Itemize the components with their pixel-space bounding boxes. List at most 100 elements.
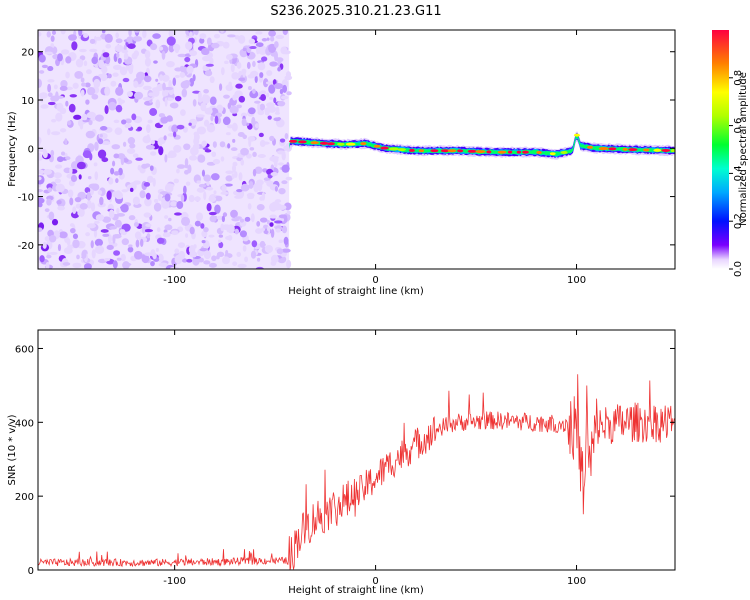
noise-blob	[140, 238, 144, 248]
signal-hotspot	[373, 144, 381, 148]
noise-blob	[222, 41, 230, 49]
noise-blob	[132, 153, 139, 158]
noise-blob	[270, 171, 278, 177]
noise-blob	[229, 105, 239, 114]
noise-blob	[38, 227, 43, 232]
noise-blob	[234, 195, 243, 199]
noise-blob	[46, 183, 54, 190]
noise-blob	[209, 76, 215, 84]
noise-blob	[113, 250, 121, 256]
noise-blob	[49, 235, 57, 243]
noise-blob	[247, 107, 256, 115]
noise-blob	[266, 92, 270, 98]
noise-blob	[232, 261, 238, 266]
noise-blob	[135, 157, 143, 161]
noise-blob	[159, 191, 169, 195]
noise-blob	[94, 141, 99, 151]
snr-frame	[37, 329, 676, 571]
noise-blob	[201, 239, 206, 244]
signal-hotspot	[467, 149, 477, 153]
noise-blob	[211, 255, 217, 262]
noise-blob	[258, 62, 265, 70]
noise-blob	[70, 174, 78, 183]
noise-blob	[286, 259, 292, 269]
noise-blob	[144, 50, 151, 59]
noise-blob	[145, 144, 155, 150]
noise-blob	[189, 77, 195, 87]
noise-blob	[116, 257, 122, 261]
noise-blob	[131, 113, 137, 121]
noise-blob	[282, 84, 288, 93]
noise-blob	[242, 69, 246, 78]
signal-hotspot	[486, 150, 492, 154]
noise-blob	[141, 224, 146, 234]
noise-blob	[103, 257, 111, 262]
noise-blob	[162, 88, 169, 98]
noise-blob	[187, 164, 192, 174]
noise-blob	[270, 254, 279, 263]
noise-blob	[107, 234, 113, 244]
noise-blob	[63, 247, 73, 255]
noise-blob	[127, 246, 134, 253]
noise-blob	[59, 128, 67, 133]
noise-blob	[44, 208, 50, 213]
noise-blob	[268, 30, 277, 37]
signal-hotspot	[560, 150, 568, 154]
noise-blob	[258, 132, 264, 138]
noise-blob	[57, 53, 63, 62]
noise-blob	[106, 190, 112, 200]
noise-blob	[81, 113, 88, 121]
noise-blob	[143, 86, 150, 91]
noise-blob	[65, 71, 70, 79]
noise-blob	[86, 200, 92, 209]
noise-blob	[112, 64, 122, 70]
noise-blob	[203, 191, 207, 201]
noise-blob	[273, 117, 281, 122]
noise-blob	[281, 180, 288, 185]
noise-blob	[117, 57, 122, 64]
noise-blob	[254, 123, 260, 129]
noise-blob	[254, 100, 261, 104]
noise-blob	[265, 81, 274, 85]
noise-blob	[220, 191, 229, 195]
noise-blob	[225, 132, 231, 136]
noise-blob	[152, 177, 156, 187]
noise-blob	[204, 70, 213, 77]
noise-blob	[220, 30, 225, 33]
noise-blob	[171, 124, 179, 134]
noise-blob	[78, 174, 82, 180]
noise-blob	[225, 170, 234, 175]
noise-blob	[221, 184, 227, 193]
noise-blob	[180, 194, 185, 203]
noise-blob	[164, 224, 173, 231]
noise-blob	[248, 181, 254, 189]
top-xtick-label: 0	[372, 275, 378, 286]
colorbar-tick-label: 0.4	[733, 165, 744, 181]
noise-blob	[238, 172, 243, 181]
noise-blob	[270, 156, 280, 160]
noise-blob	[173, 178, 180, 184]
noise-blob	[240, 112, 248, 118]
noise-blob	[41, 64, 48, 69]
noise-blob	[276, 248, 284, 255]
noise-blob	[153, 60, 158, 64]
noise-blob	[278, 239, 284, 244]
noise-blob	[51, 218, 59, 226]
noise-blob	[266, 220, 270, 225]
noise-blob	[225, 84, 233, 92]
noise-blob	[164, 86, 174, 91]
noise-blob	[71, 41, 78, 51]
noise-blob	[61, 151, 66, 156]
noise-blob	[268, 84, 276, 94]
noise-blob	[252, 88, 256, 94]
noise-blob	[55, 112, 63, 122]
noise-blob	[161, 50, 166, 60]
noise-blob	[281, 225, 288, 234]
noise-blob	[110, 80, 117, 87]
signal-hotspot	[447, 149, 457, 153]
noise-blob	[220, 67, 225, 76]
noise-blob	[79, 202, 88, 210]
noise-blob	[121, 238, 129, 246]
noise-blob	[224, 183, 233, 187]
